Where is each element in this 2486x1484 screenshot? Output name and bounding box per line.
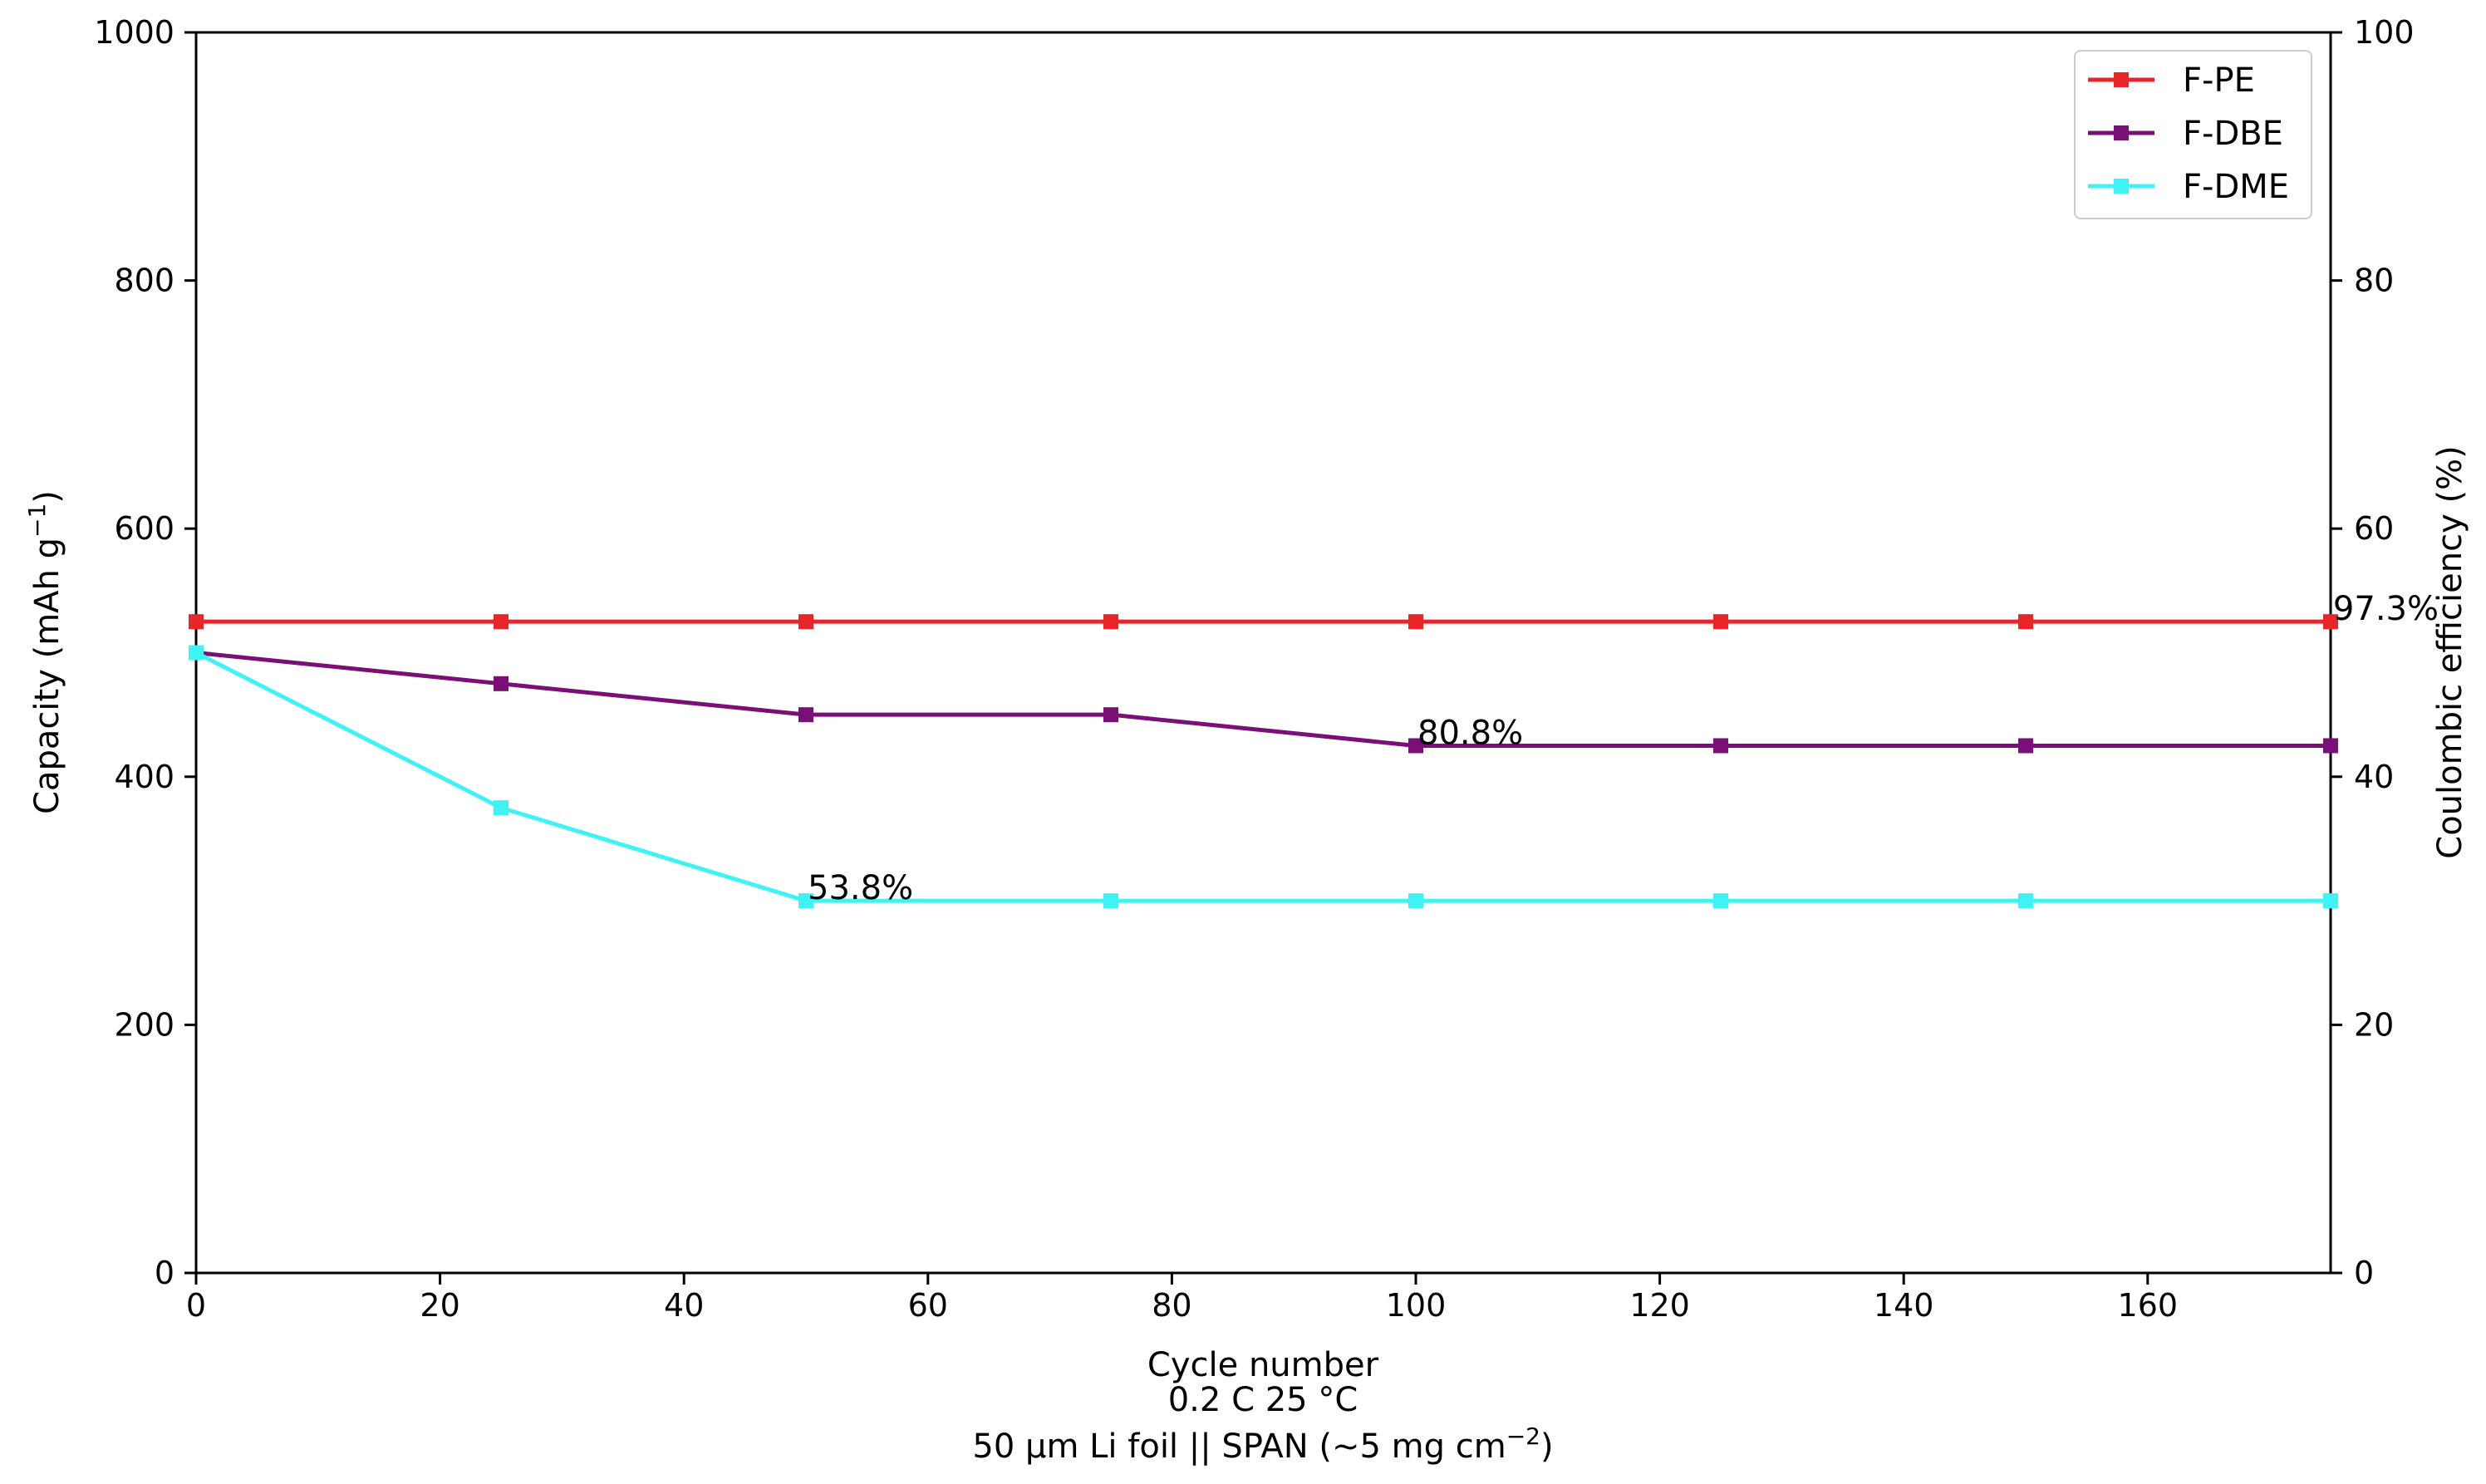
legend: F-PE F-DBE F-DME xyxy=(2074,50,2312,219)
plot-frame xyxy=(194,31,2332,1275)
series-f-pe xyxy=(189,614,2338,630)
series-f-dme xyxy=(189,645,2338,909)
x-axis-footer-label: 50 µm Li foil || SPAN (~5 mg cm−2) xyxy=(972,1423,1553,1466)
data-point-marker xyxy=(1408,614,1423,630)
x-tick-label: 0 xyxy=(186,1287,206,1324)
right-y-axis-title: Coulombic efficiency (%) xyxy=(2431,445,2469,858)
series-line xyxy=(195,651,2331,748)
legend-frame xyxy=(2074,50,2312,219)
right-y-tick-label: 60 xyxy=(2354,510,2394,547)
left-y-tick-label: 600 xyxy=(114,510,174,547)
data-point-marker xyxy=(189,645,204,661)
data-point-marker xyxy=(798,614,813,630)
data-point-marker xyxy=(1408,738,1423,754)
data-point-marker xyxy=(798,893,813,909)
x-tick-label: 140 xyxy=(1874,1287,1934,1324)
data-point-marker xyxy=(1103,707,1118,723)
right-y-tick-label: 20 xyxy=(2354,1006,2394,1043)
legend-swatch-marker xyxy=(2114,125,2129,140)
left-y-axis-title: Capacity (mAh g−1) xyxy=(23,490,66,814)
right-y-tick-label: 80 xyxy=(2354,263,2394,299)
series-line xyxy=(194,651,2331,903)
data-annotation: 80.8% xyxy=(1417,714,1523,752)
x-tick-label: 100 xyxy=(1386,1287,1447,1324)
right-y-tick-label: 100 xyxy=(2354,14,2415,51)
data-annotation: 53.8% xyxy=(808,869,913,907)
right-y-tick-label: 40 xyxy=(2354,759,2394,795)
data-point-marker xyxy=(1103,893,1118,909)
data-point-marker xyxy=(2018,893,2033,909)
data-point-marker xyxy=(1713,893,1728,909)
x-tick-label: 80 xyxy=(1152,1287,1191,1324)
x-tick-label: 120 xyxy=(1629,1287,1690,1324)
legend-label: F-PE xyxy=(2183,61,2255,100)
legend-swatch-marker xyxy=(2114,179,2129,194)
data-point-marker xyxy=(798,707,813,723)
left-y-tick-label: 0 xyxy=(155,1255,174,1291)
data-point-marker xyxy=(2323,738,2338,754)
x-axis-ticks: 0 20 40 60 80 100 120 140 160 xyxy=(186,1273,2178,1324)
series-layer xyxy=(189,614,2338,909)
left-y-tick-label: 800 xyxy=(114,263,174,299)
legend-items: F-PE F-DBE F-DME xyxy=(2088,61,2289,206)
legend-item-f-pe: F-PE xyxy=(2088,61,2255,100)
x-tick-label: 40 xyxy=(664,1287,704,1324)
legend-label: F-DBE xyxy=(2183,115,2283,153)
x-axis-title: Cycle number xyxy=(1147,1346,1379,1384)
data-annotation: 97.3% xyxy=(2333,590,2439,628)
x-axis-condition-label: 0.2 C 25 °C xyxy=(1168,1381,1358,1419)
series-f-dbe xyxy=(189,645,2338,754)
x-tick-label: 20 xyxy=(420,1287,459,1324)
left-y-tick-label: 400 xyxy=(114,759,174,795)
data-point-marker xyxy=(189,614,204,630)
x-tick-label: 60 xyxy=(908,1287,948,1324)
data-point-marker xyxy=(2323,614,2338,630)
data-point-marker xyxy=(1713,738,1728,754)
data-point-marker xyxy=(2323,893,2338,909)
left-y-tick-label: 200 xyxy=(114,1006,174,1043)
x-tick-label: 160 xyxy=(2118,1287,2179,1324)
data-point-marker xyxy=(1408,893,1423,909)
legend-label: F-DME xyxy=(2183,168,2289,206)
right-y-axis-ticks: 0 20 40 60 80 100 xyxy=(2331,14,2415,1291)
data-point-marker xyxy=(494,800,508,816)
right-y-tick-label: 0 xyxy=(2354,1255,2374,1291)
legend-item-f-dbe: F-DBE xyxy=(2088,115,2283,153)
annotation-layer: 97.3% 80.8% 53.8% xyxy=(808,590,2439,907)
plot-area xyxy=(194,31,2332,1275)
data-point-marker xyxy=(1713,614,1728,630)
legend-item-f-dme: F-DME xyxy=(2088,168,2289,206)
data-point-marker xyxy=(494,676,508,691)
left-y-tick-label: 1000 xyxy=(94,14,174,51)
data-point-marker xyxy=(494,614,508,630)
data-point-marker xyxy=(1103,614,1118,630)
data-point-marker xyxy=(2018,614,2033,630)
left-y-axis-ticks: 0 200 400 600 800 1000 xyxy=(94,14,196,1291)
data-point-marker xyxy=(2018,738,2033,754)
legend-swatch-marker xyxy=(2114,72,2129,87)
